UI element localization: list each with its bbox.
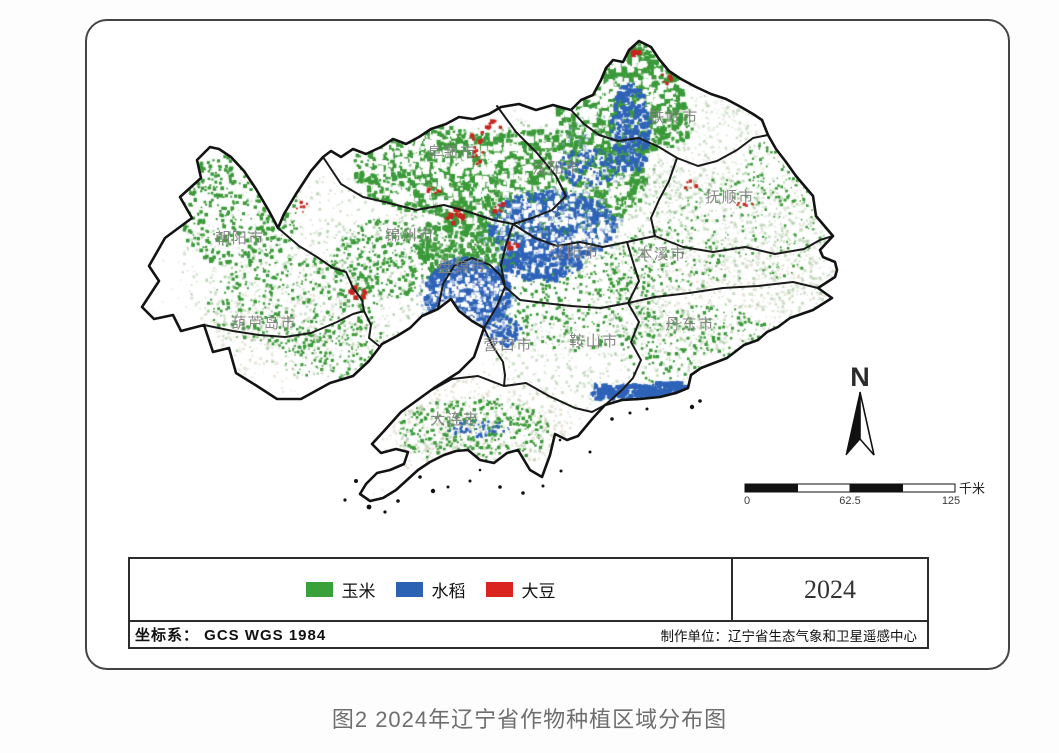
legend-item-soybean: 大豆 [485,577,556,602]
boundary-fuxin-shenyang [496,105,567,225]
boundary-liaoyang-benxi [626,241,640,304]
island-dot [588,450,592,454]
legend-item-corn: 玉米 [305,577,376,602]
boundary-panjin [437,257,506,329]
corn-color-swatch [305,582,333,597]
figure-caption: 图2 2024年辽宁省作物种植区域分布图 [331,707,728,732]
boundary-dalian-north [429,375,606,413]
city-label: 本溪市 [637,246,687,263]
north-arrow-label: N [850,362,870,392]
map-info-box: 玉米 水稻 大豆 2024 坐标系： GCS WGS 1984 制作单位：辽宁省… [128,557,929,649]
soybean-color-swatch [485,582,513,597]
year-box: 2024 [804,574,856,604]
legend-item-rice: 水稻 [395,577,466,602]
info-top-row: 玉米 水稻 大豆 2024 [130,559,927,620]
scale-tick-125: 125 [942,495,960,507]
scale-bar-segment [849,483,903,493]
island-dot [628,411,632,415]
city-label: 葫芦岛市 [231,315,297,332]
boundary-chaoyang-jinzhou [277,227,365,312]
coastal-islands [343,399,702,514]
legend-label-soybean: 大豆 [521,582,556,601]
island-dot [521,491,525,495]
island-dot [645,407,649,411]
scale-unit-label: 千米 [959,481,985,496]
north-arrow: N [845,362,875,456]
island-dot [446,485,450,489]
boundary-jinzhou-liaoyang [500,223,514,288]
boundary-shenyang-tieling [570,109,769,167]
island-dot [558,438,562,442]
island-dot [468,479,472,483]
island-dot [383,510,387,514]
city-label: 营口市 [483,337,533,354]
island-dot [478,468,482,472]
city-label: 抚顺市 [705,189,755,206]
island-dot [698,399,702,403]
boundary-fuxin-jinzhou [322,156,514,225]
city-label: 大连市 [430,411,480,428]
island-dot [559,469,563,473]
city-label: 沈阳市 [532,160,582,177]
scale-bar: 0 62.5 125 千米 [744,481,985,507]
city-label: 丹东市 [665,316,715,333]
coordinate-system: 坐标系： GCS WGS 1984 [135,627,327,644]
info-bottom-row: 坐标系： GCS WGS 1984 制作单位：辽宁省生态气象和卫星遥感中心 [130,620,927,647]
city-label: 朝阳市 [215,230,265,247]
city-label: 盘锦市 [437,258,487,276]
legend-label-corn: 玉米 [341,582,376,601]
boundary-huludao-jinzhou [363,310,380,347]
city-label: 阜新市 [427,144,477,161]
boundary-benxi-dandong [627,281,819,304]
island-dot [498,485,502,489]
boundary-anshan-dandong [604,302,642,406]
boundary-liaoyang-anshan [504,286,629,309]
scale-bar-segment [902,483,956,493]
boundary-chaoyang-huludao [203,310,365,338]
boundary-shenyang-fushun [650,157,678,237]
island-dot [610,417,614,421]
island-dot [418,475,422,479]
city-boundaries [203,105,834,413]
boundary-yingkou-anshan [483,327,506,387]
legend: 玉米 水稻 大豆 [130,559,733,620]
island-dot [354,479,358,483]
scale-tick-0: 0 [744,495,750,507]
north-arrow-left-half [845,391,861,456]
scale-bar-segment [744,483,798,493]
city-label: 锦州市 [385,227,435,244]
scale-tick-62-5: 62.5 [839,495,860,507]
boundary-fushun-benxi [654,235,834,255]
province-outline [140,39,839,503]
island-dot [366,504,372,510]
island-dot [541,484,545,488]
island-dot [343,498,347,502]
city-label: 辽阳市 [550,244,600,261]
city-label: 鞍山市 [569,333,619,350]
north-arrow-right-half [859,391,875,456]
rice-color-swatch [395,582,423,597]
legend-label-rice: 水稻 [431,582,466,601]
island-dot [396,499,400,503]
scale-bar-segment [797,483,851,493]
island-dot [430,488,436,494]
city-label: 铁岭市 [649,109,699,126]
island-dot [689,404,695,410]
producer: 制作单位：辽宁省生态气象和卫星遥感中心 [660,628,918,644]
